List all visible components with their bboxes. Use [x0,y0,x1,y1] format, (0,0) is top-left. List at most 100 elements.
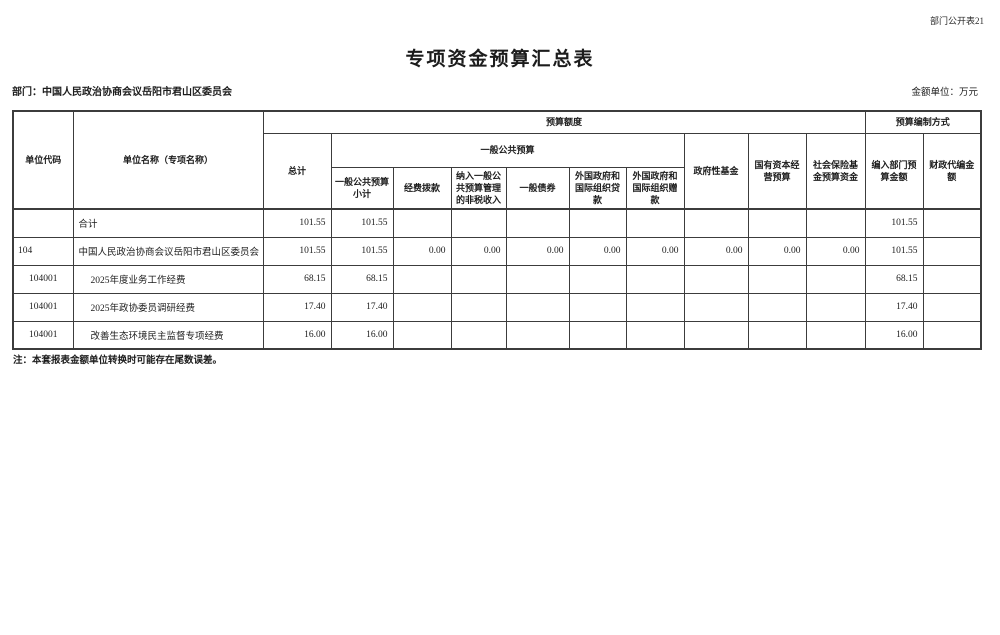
value-cell [922,292,982,322]
value-cell [747,320,807,350]
value-cell: 17.40 [864,292,924,322]
page-title: 专项资金预算汇总表 [405,49,595,70]
value-cell [450,264,507,294]
value-cell [922,264,982,294]
unit-code-cell: 104001 [12,264,74,294]
table-row-project: 104001 2025年度业务工作经费 68.15 68.15 68.15 [12,264,982,294]
value-cell [683,264,749,294]
value-cell [450,208,507,238]
department-label: 部门：中国人民政治协商会议岳阳市君山区委员会 [12,87,232,98]
value-cell: 16.00 [262,320,332,350]
unit-name-cell: 合计 [72,208,264,238]
value-cell [505,292,570,322]
unit-name-cell: 中国人民政治协商会议岳阳市君山区委员会 [72,236,264,266]
value-cell [683,292,749,322]
value-cell [625,208,685,238]
budget-table: 单位代码 单位名称（专项名称） 预算额度 预算编制方式 总计 一般公共预算 政府… [12,110,983,350]
value-cell [747,264,807,294]
header-total: 总计 [262,132,332,210]
value-cell: 0.00 [747,236,807,266]
value-cell [450,320,507,350]
table-row-project: 104001 2025年政协委员调研经费 17.40 17.40 17.40 [12,292,982,322]
value-cell: 101.55 [262,208,332,238]
value-cell [922,208,982,238]
value-cell [683,320,749,350]
unit-code-cell [12,208,74,238]
unit-code-cell: 104 [12,236,74,266]
value-cell: 0.00 [450,236,507,266]
header-budget-amount: 预算额度 [262,110,866,134]
value-cell: 101.55 [330,208,394,238]
header-government-funds: 政府性基金 [683,132,749,210]
header-general-public-budget: 一般公共预算 [330,132,685,168]
amount-unit-label: 金额单位：万元 [911,88,978,98]
value-cell [805,264,866,294]
header-dept-budget-amount: 编入部门预算金额 [864,132,924,210]
value-cell [568,320,627,350]
value-cell [568,208,627,238]
value-cell: 0.00 [683,236,749,266]
value-cell: 101.55 [864,236,924,266]
meta-row: 部门：中国人民政治协商会议岳阳市君山区委员会 金额单位：万元 [12,83,978,98]
header-row-3: 一般公共预算小计 经费拨款 纳入一般公共预算管理的非税收入 一般债券 外国政府和… [13,166,981,210]
header-row-2: 总计 一般公共预算 政府性基金 国有资本经营预算 社会保险基金预算资金 编入部门… [13,132,982,210]
unit-code-cell: 104001 [12,320,74,350]
value-cell [683,208,749,238]
footnote: 注：本套报表金额单位转换时可能存在尾数误差。 [13,356,223,366]
header-unit-code: 单位代码 [12,110,74,210]
value-cell [922,320,982,350]
header-compilation-method: 预算编制方式 [864,110,982,134]
value-cell [922,236,982,266]
corner-label: 部门公开表21 [929,16,984,26]
unit-name-cell: 2025年政协委员调研经费 [72,292,264,322]
value-cell [392,320,452,350]
value-cell: 16.00 [330,320,394,350]
value-cell [747,208,807,238]
value-cell [625,292,685,322]
unit-code-cell: 104001 [12,292,74,322]
value-cell [568,292,627,322]
value-cell [747,292,807,322]
value-cell: 0.00 [505,236,570,266]
header-state-capital: 国有资本经营预算 [747,132,807,210]
header-gpb-subtotal: 一般公共预算小计 [330,166,394,210]
value-cell: 0.00 [625,236,685,266]
header-fiscal-agency-amount: 财政代编金额 [922,132,982,210]
value-cell: 17.40 [330,292,394,322]
header-foreign-grants: 外国政府和国际组织赠款 [625,166,685,210]
value-cell: 0.00 [392,236,452,266]
value-cell: 101.55 [330,236,394,266]
value-cell [625,264,685,294]
header-row-1: 单位代码 单位名称（专项名称） 预算额度 预算编制方式 [12,110,982,210]
value-cell [805,320,866,350]
value-cell: 68.15 [330,264,394,294]
table-row-project: 104001 改善生态环境民主监督专项经费 16.00 16.00 16.00 [12,320,982,350]
header-non-tax-revenue: 纳入一般公共预算管理的非税收入 [450,166,507,210]
value-cell [568,264,627,294]
value-cell: 16.00 [864,320,924,350]
value-cell [505,264,570,294]
unit-name-cell: 2025年度业务工作经费 [72,264,264,294]
value-cell: 101.55 [864,208,924,238]
table-row-department: 104 中国人民政治协商会议岳阳市君山区委员会 101.55 101.55 0.… [12,236,982,266]
value-cell [392,292,452,322]
value-cell: 101.55 [262,236,332,266]
header-funding-appropriation: 经费拨款 [392,166,452,210]
table-row-total: 合计 101.55 101.55 101.55 [12,208,982,238]
value-cell: 0.00 [805,236,866,266]
value-cell [505,320,570,350]
header-social-insurance: 社会保险基金预算资金 [805,132,866,210]
value-cell [392,264,452,294]
value-cell: 17.40 [262,292,332,322]
value-cell [505,208,570,238]
value-cell [805,208,866,238]
value-cell: 68.15 [262,264,332,294]
unit-name-cell: 改善生态环境民主监督专项经费 [72,320,264,350]
value-cell [625,320,685,350]
value-cell [805,292,866,322]
header-unit-name: 单位名称（专项名称） [72,110,264,210]
header-general-bonds: 一般债券 [505,166,570,210]
value-cell [392,208,452,238]
header-foreign-loans: 外国政府和国际组织贷款 [568,166,627,210]
value-cell: 0.00 [568,236,627,266]
